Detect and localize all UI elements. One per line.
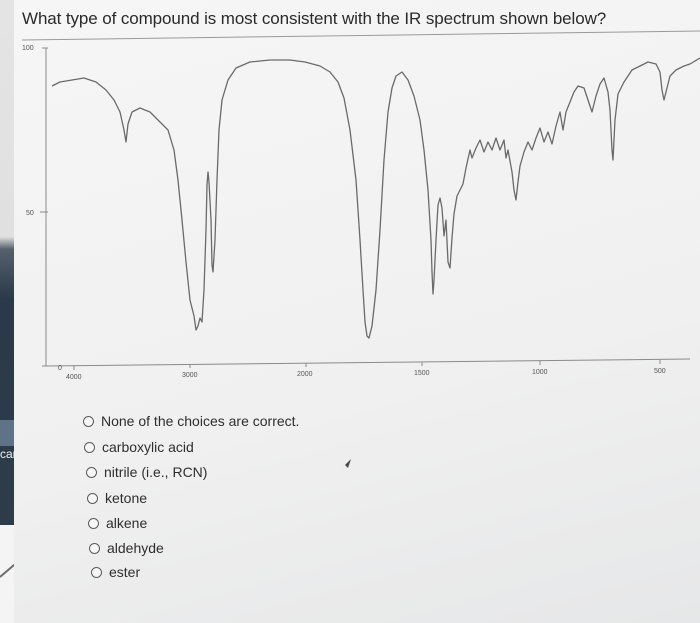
- choice-none-of-the-choices[interactable]: None of the choices are correct.: [83, 412, 299, 430]
- choice-label: aldehyde: [107, 540, 164, 556]
- radio-button-icon[interactable]: [86, 466, 97, 478]
- radio-button-icon[interactable]: [83, 415, 94, 427]
- choice-label: None of the choices are correct.: [101, 413, 300, 429]
- choice-label: carboxylic acid: [102, 439, 194, 455]
- ir-spectrum: 100 50 0 4000 3000 2000 1500 1000 500: [21, 30, 700, 381]
- choice-label: ester: [109, 564, 141, 580]
- x-label-4000: 4000: [66, 374, 82, 381]
- x-label-1000: 1000: [532, 369, 548, 376]
- choice-nitrile[interactable]: nitrile (i.e., RCN): [86, 463, 207, 481]
- choice-carboxylic-acid[interactable]: carboxylic acid: [84, 438, 194, 456]
- question-panel: [14, 0, 700, 623]
- x-label-3000: 3000: [182, 372, 198, 379]
- question-text: What type of compound is most consistent…: [22, 9, 607, 28]
- spectrum-trace: [51, 57, 700, 339]
- choice-label: ketone: [105, 490, 148, 506]
- heading-rule: [21, 30, 700, 41]
- choice-ester[interactable]: ester: [91, 563, 140, 581]
- mouse-cursor-icon: [340, 459, 351, 470]
- choice-aldehyde[interactable]: aldehyde: [89, 539, 164, 557]
- radio-button-icon[interactable]: [88, 517, 99, 529]
- y-label-100: 100: [22, 45, 34, 52]
- y-label-50: 50: [26, 210, 34, 217]
- choice-label: nitrile (i.e., RCN): [104, 464, 208, 480]
- y-label-0: 0: [58, 365, 62, 372]
- radio-button-icon[interactable]: [87, 492, 98, 504]
- radio-button-icon[interactable]: [91, 566, 102, 578]
- x-axis: [45, 358, 691, 367]
- radio-button-icon[interactable]: [89, 542, 100, 554]
- x-label-2000: 2000: [297, 371, 313, 378]
- choice-ketone[interactable]: ketone: [87, 489, 147, 507]
- x-label-500: 500: [654, 368, 666, 375]
- choice-label: alkene: [106, 515, 148, 531]
- radio-button-icon[interactable]: [84, 441, 95, 453]
- choice-alkene[interactable]: alkene: [88, 514, 147, 532]
- x-label-1500: 1500: [414, 370, 430, 377]
